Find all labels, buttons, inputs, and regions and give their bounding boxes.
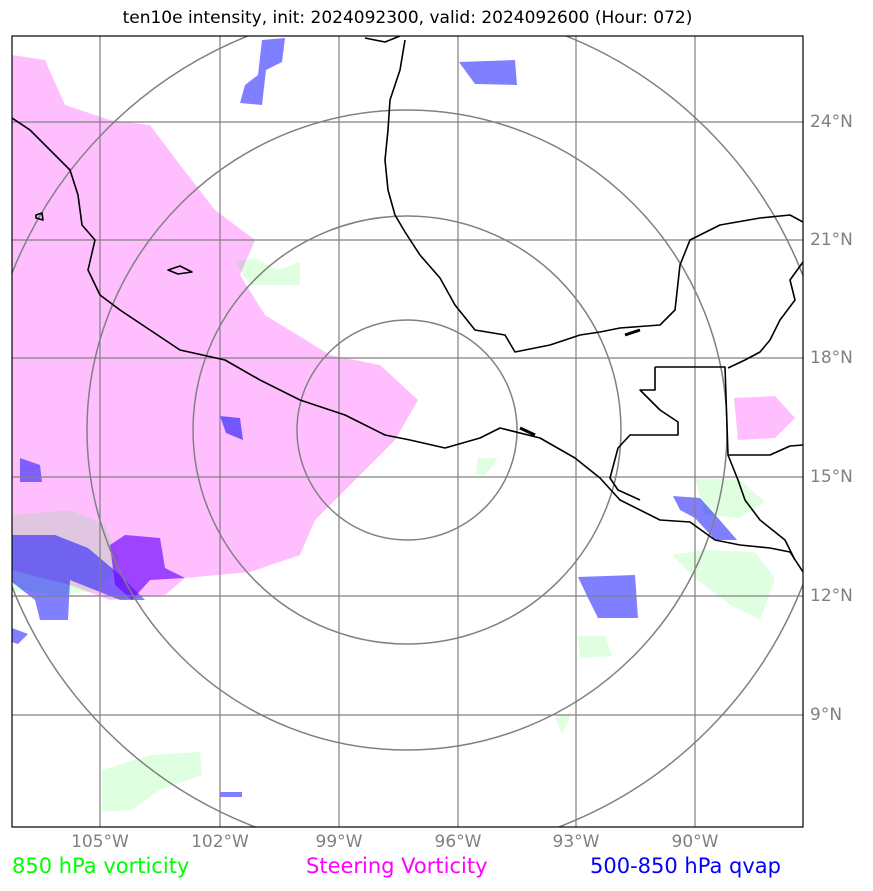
lon-label-90w: 90°W: [671, 832, 719, 852]
lat-label-24n: 24°N: [810, 112, 853, 132]
qvap-patch-10: [220, 792, 242, 797]
vorticity-850-patch-7: [476, 458, 498, 476]
steering-vorticity-patch-east: [734, 396, 795, 440]
qvap-patch-8: [220, 416, 243, 440]
lon-label-102w: 102°W: [191, 832, 249, 852]
map-title: ten10e intensity, init: 2024092300, vali…: [122, 8, 693, 28]
qvap-patch-2: [110, 535, 185, 600]
vorticity-850-patch-5: [578, 636, 612, 658]
lon-label-96w: 96°W: [434, 832, 482, 852]
qvap-patch-5: [240, 38, 285, 105]
vorticity-850-patch-6: [102, 752, 202, 812]
qvap-patch-1: [12, 535, 145, 620]
lon-label-99w: 99°W: [315, 832, 363, 852]
lon-label-93w: 93°W: [552, 832, 600, 852]
legend-qvap: 500-850 hPa qvap: [590, 854, 781, 878]
lat-label-21n: 21°N: [810, 230, 853, 250]
qvap-patch-9: [12, 628, 28, 644]
steering-vorticity-field: [12, 55, 418, 600]
lat-label-18n: 18°N: [810, 348, 853, 368]
qvap-patch-6: [673, 496, 737, 540]
lat-label-9n: 9°N: [810, 705, 843, 725]
vorticity-850-patch-8: [555, 712, 572, 735]
qvap-patch-4: [459, 60, 517, 85]
graticule: [12, 36, 803, 827]
lat-label-15n: 15°N: [810, 467, 853, 487]
vorticity-850-patch-4: [672, 550, 775, 620]
lon-label-105w: 105°W: [71, 832, 129, 852]
lat-label-12n: 12°N: [810, 586, 853, 606]
legend-850-vorticity: 850 hPa vorticity: [12, 854, 190, 878]
qvap-patch-7: [20, 458, 42, 482]
coastlines: [12, 36, 803, 573]
legend-steering-vorticity: Steering Vorticity: [306, 854, 488, 878]
vorticity-850-patch-2: [235, 258, 300, 285]
map-frame: [11, 35, 804, 828]
vorticity-850-patch-3: [695, 478, 765, 518]
